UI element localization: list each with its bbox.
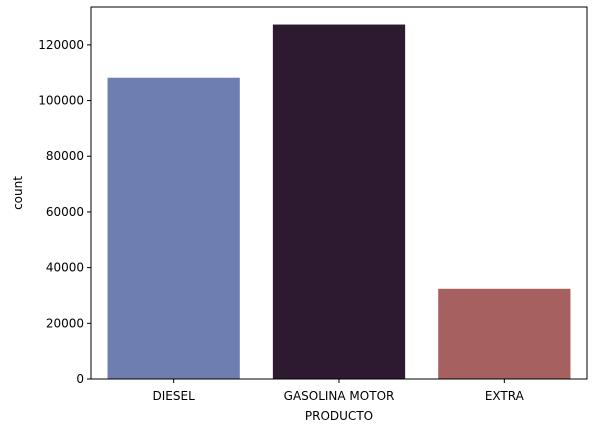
x-axis: DIESEL GASOLINA MOTOR EXTRA	[153, 379, 525, 403]
y-tick-label: 100000	[38, 94, 84, 108]
y-axis: 0 20000 40000 60000 80000 100000 120000	[38, 38, 91, 386]
bar-gasolina-motor	[272, 24, 406, 379]
y-tick-label: 20000	[46, 316, 84, 330]
plot-frame	[90, 6, 588, 380]
x-tick-label: EXTRA	[485, 389, 525, 403]
y-tick-label: 0	[76, 372, 84, 386]
y-tick-label: 120000	[38, 38, 84, 52]
y-axis-title: count	[11, 176, 25, 210]
x-axis-title: PRODUCTO	[305, 409, 373, 423]
bar-diesel	[107, 77, 240, 379]
x-tick-label: DIESEL	[153, 389, 196, 403]
bar-extra	[438, 288, 571, 379]
y-tick-label: 80000	[46, 149, 84, 163]
bars-group	[107, 24, 571, 379]
y-tick-label: 60000	[46, 205, 84, 219]
y-tick-label: 40000	[46, 261, 84, 275]
x-tick-label: GASOLINA MOTOR	[284, 389, 395, 403]
